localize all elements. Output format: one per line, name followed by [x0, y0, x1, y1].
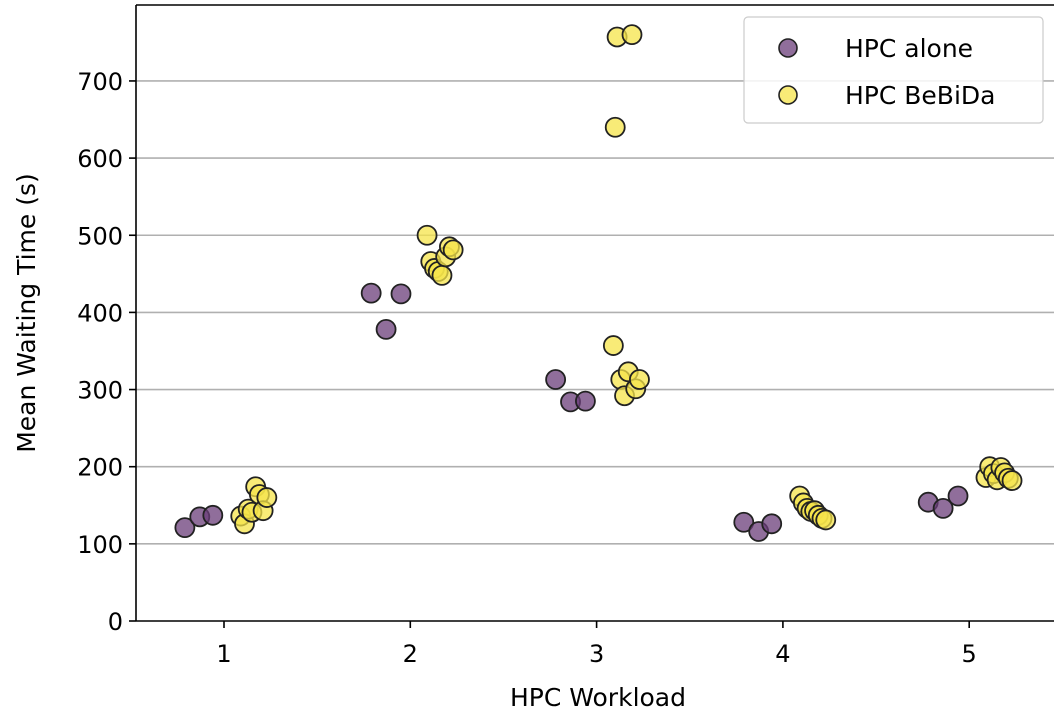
point-hpc-alone-2	[202, 504, 224, 526]
point-hpc-alone-14	[947, 485, 969, 507]
legend: HPC alone HPC BeBiDa	[743, 16, 1044, 124]
y-tick-label-100: 100	[77, 531, 123, 559]
y-tick-label-0: 0	[108, 608, 123, 636]
y-tick-label-500: 500	[77, 222, 123, 250]
data-points	[174, 24, 1023, 542]
legend-label-hpc-alone: HPC alone	[845, 34, 973, 63]
legend-marker-hpc-bebida	[778, 85, 798, 105]
point-hpc-alone-8	[575, 390, 596, 412]
point-hpc-alone-11	[761, 513, 783, 535]
point-hpc-bebida-15	[442, 239, 464, 261]
point-hpc-bebida-16	[602, 335, 624, 356]
point-hpc-alone-4	[375, 318, 397, 340]
y-tick-label-300: 300	[77, 377, 123, 405]
grid-lines	[136, 80, 1054, 545]
point-hpc-alone-6	[545, 369, 567, 390]
legend-box	[743, 16, 1044, 124]
y-tick-label-400: 400	[77, 299, 123, 327]
point-hpc-alone-0	[174, 517, 196, 539]
x-axis-title: HPC Workload	[510, 683, 686, 712]
y-tick-label-200: 200	[77, 454, 123, 482]
legend-label-hpc-bebida: HPC BeBiDa	[845, 81, 995, 110]
point-hpc-bebida-7	[256, 487, 278, 508]
x-tick-label-5: 5	[962, 640, 977, 668]
point-hpc-bebida-40	[1001, 470, 1023, 491]
point-hpc-bebida-24	[629, 369, 650, 390]
x-tick-label-4: 4	[775, 640, 790, 668]
point-hpc-alone-9	[733, 511, 755, 533]
y-axis-title: Mean Waiting Time (s)	[12, 173, 41, 453]
point-hpc-bebida-8	[416, 224, 438, 246]
axis-ticks: 0 100 200 300 400 500 600 700 1 2 3 4 5	[77, 68, 977, 668]
y-tick-label-700: 700	[77, 68, 123, 96]
y-tick-label-600: 600	[77, 145, 123, 173]
point-hpc-bebida-17	[604, 116, 626, 138]
x-tick-label-3: 3	[589, 640, 604, 668]
x-tick-label-1: 1	[216, 640, 231, 668]
point-hpc-bebida-32	[815, 509, 837, 531]
x-tick-label-2: 2	[403, 640, 418, 668]
point-hpc-alone-5	[390, 283, 412, 305]
legend-marker-hpc-alone	[778, 38, 798, 58]
point-hpc-bebida-22	[621, 24, 643, 46]
point-hpc-alone-3	[360, 282, 382, 304]
point-hpc-alone-13	[932, 497, 954, 519]
point-hpc-bebida-12	[431, 264, 453, 286]
